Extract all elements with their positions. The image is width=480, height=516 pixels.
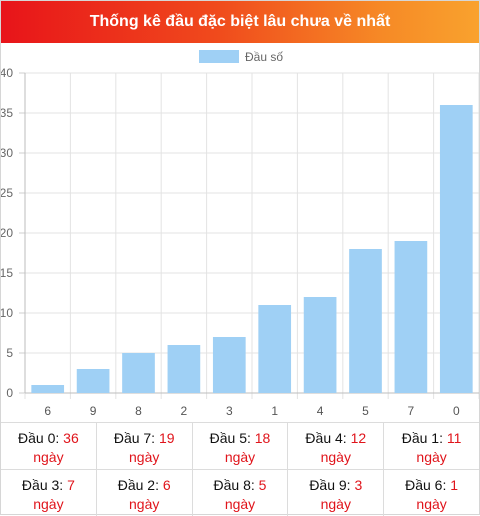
- widget-title: Thống kê đầu đặc biệt lâu chưa về nhất: [1, 1, 479, 43]
- stats-cell-unit: ngày: [320, 449, 351, 465]
- x-tick-label: 4: [317, 404, 324, 418]
- stats-cell: Đầu 4: 12 ngày: [288, 423, 385, 469]
- stats-cell-value: 18: [254, 430, 271, 446]
- x-tick-label: 8: [135, 404, 142, 418]
- stats-cell-label: Đầu 4:: [305, 430, 347, 446]
- bar-chart: Đầu số 0 5 10 15 20 25 30 35 40 6 9 8 2 3 1 4 5 7 0: [1, 50, 479, 418]
- bar: [439, 105, 473, 393]
- stats-cell-unit: ngày: [320, 496, 351, 512]
- x-tick-label: 2: [181, 404, 188, 418]
- stats-cell: Đầu 1: 11 ngày: [384, 423, 479, 469]
- stats-cell-unit: ngày: [416, 449, 447, 465]
- stats-cell-value: 1: [450, 477, 459, 493]
- stats-table: Đầu 0: 36 ngày Đầu 7: 19 ngày Đầu 5: 18 …: [1, 422, 479, 516]
- stats-cell-label: Đầu 8:: [213, 477, 255, 493]
- stats-cell: Đầu 8: 5 ngày: [193, 470, 289, 516]
- stats-cell-label: Đầu 2:: [117, 477, 159, 493]
- stats-cell-value: 7: [67, 477, 75, 493]
- y-tick-label: 10: [1, 306, 13, 320]
- stats-row: Đầu 0: 36 ngày Đầu 7: 19 ngày Đầu 5: 18 …: [1, 422, 479, 469]
- stats-cell-label: Đầu 6:: [405, 477, 447, 493]
- bar: [349, 249, 382, 393]
- stats-cell-label: Đầu 1:: [401, 430, 443, 446]
- legend-label: Đầu số: [245, 50, 283, 64]
- bar: [31, 385, 65, 393]
- stats-row: Đầu 3: 7 ngày Đầu 2: 6 ngày Đầu 8: 5 ngà…: [1, 469, 479, 516]
- stats-cell: Đầu 2: 6 ngày: [97, 470, 193, 516]
- y-tick-label: 40: [1, 66, 13, 80]
- x-tick-label: 6: [44, 404, 51, 418]
- stats-cell-value: 36: [63, 430, 79, 446]
- stats-cell-label: Đầu 5:: [209, 430, 251, 446]
- stats-cell: Đầu 3: 7 ngày: [1, 470, 97, 516]
- stats-cell-unit: ngày: [129, 496, 160, 512]
- y-tick-label: 20: [1, 226, 13, 240]
- stats-cell: Đầu 7: 19 ngày: [97, 423, 193, 469]
- stats-cell-label: Đầu 9:: [309, 477, 351, 493]
- stats-cell-unit: ngày: [224, 449, 256, 465]
- stats-cell-unit: ngày: [129, 449, 160, 465]
- bar: [167, 345, 201, 393]
- stats-cell-value: 12: [350, 430, 367, 446]
- stats-cell-label: Đầu 3:: [21, 477, 64, 493]
- stats-cell-unit: ngày: [33, 496, 64, 512]
- bar: [212, 337, 246, 393]
- stats-cell-value: 11: [446, 430, 462, 446]
- bar-chart-container: Đầu số 0 5 10 15 20 25 30 35 40 6 9 8 2 3 1 4 5 7 0: [1, 43, 479, 423]
- x-tick-label: 7: [408, 404, 415, 418]
- stats-cell-value: 6: [162, 477, 171, 493]
- y-tick-label: 30: [1, 146, 13, 160]
- bar: [122, 353, 155, 393]
- stats-cell-unit: ngày: [33, 449, 64, 465]
- stats-cell-label: Đầu 0:: [18, 430, 60, 446]
- stats-cell-label: Đầu 7:: [113, 430, 156, 446]
- x-tick-label: 1: [271, 404, 278, 418]
- bar: [303, 297, 337, 393]
- stats-cell: Đầu 6: 1 ngày: [384, 470, 479, 516]
- x-tick-label: 0: [453, 404, 460, 418]
- stats-cell-unit: ngày: [224, 496, 256, 512]
- stats-cell-unit: ngày: [416, 496, 447, 512]
- bar: [394, 241, 428, 393]
- legend-swatch: [199, 50, 239, 63]
- y-tick-label: 15: [1, 266, 13, 280]
- y-tick-label: 35: [1, 106, 13, 120]
- x-tick-label: 3: [226, 404, 233, 418]
- x-tick-label: 9: [90, 404, 97, 418]
- bar: [76, 369, 110, 393]
- stats-cell-value: 3: [354, 477, 363, 493]
- x-tick-label: 5: [362, 404, 369, 418]
- y-tick-label: 0: [6, 386, 13, 400]
- y-tick-label: 25: [1, 186, 13, 200]
- stats-cell-value: 19: [158, 430, 175, 446]
- bar: [258, 305, 292, 393]
- stats-cell: Đầu 0: 36 ngày: [1, 423, 97, 469]
- stats-cell: Đầu 5: 18 ngày: [193, 423, 289, 469]
- stats-cell-value: 5: [258, 477, 267, 493]
- y-tick-label: 5: [6, 346, 13, 360]
- stats-cell: Đầu 9: 3 ngày: [288, 470, 385, 516]
